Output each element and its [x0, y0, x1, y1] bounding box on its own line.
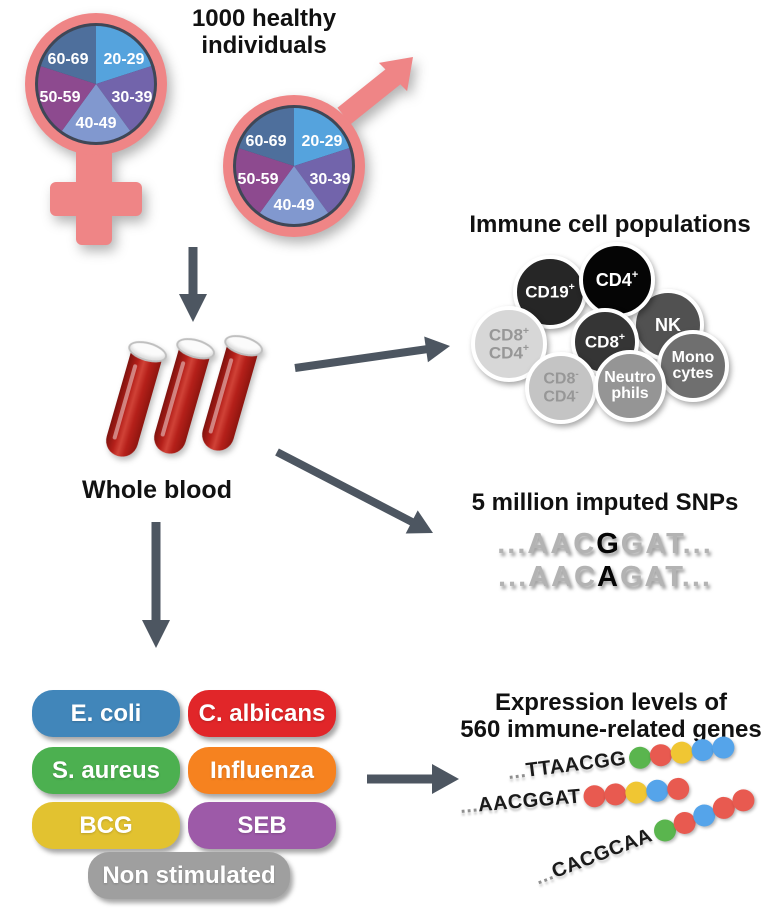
expression-dot-green	[627, 745, 653, 770]
pie-slice-60-69	[238, 108, 294, 166]
arrow-blood-to-snps-icon	[275, 448, 433, 534]
male-symbol-icon: 20-29 30-39 40-49 50-59 60-69	[223, 57, 413, 237]
pie-label-30-39: 30-39	[310, 171, 351, 188]
genes-title: Expression levels of 560 immune-related …	[455, 689, 767, 744]
stimulus-c-albicans: C. albicans	[188, 690, 336, 737]
expression-dot-red	[603, 781, 628, 806]
pie-slice-40-49	[259, 166, 329, 224]
pie-slice-40-49	[61, 84, 131, 142]
expression-dot-red	[666, 776, 691, 801]
male-age-pie: 20-29 30-39 40-49 50-59 60-69	[236, 108, 352, 224]
stimulus-e-coli: E. coli	[32, 690, 180, 737]
female-age-pie: 20-29 30-39 40-49 50-59 60-69	[38, 26, 154, 142]
stimulus-s-aureus: S. aureus	[32, 747, 180, 794]
pie-slice-20-29	[96, 26, 152, 84]
cell-neutrophils: Neutro phils	[594, 350, 666, 422]
snp-sequence-line: ...AACAGAT...	[498, 561, 712, 593]
snps-title: 5 million imputed SNPs	[471, 489, 739, 516]
genes-title-line2: 560 immune-related genes	[460, 715, 762, 743]
cell-cd8-neg-cd4-neg: CD8- CD4-	[525, 352, 597, 424]
immune-cells-title: Immune cell populations	[469, 211, 751, 238]
expression-dot-blue	[645, 778, 670, 803]
pie-label-50-59: 50-59	[238, 171, 279, 188]
pie-slice-30-39	[96, 66, 154, 131]
expression-dot-red	[648, 742, 674, 767]
pie-label-60-69: 60-69	[48, 51, 89, 68]
pie-label-50-59: 50-59	[40, 89, 81, 106]
female-symbol-icon: 20-29 30-39 40-49 50-59 60-69	[25, 13, 167, 245]
pie-slice-20-29	[294, 108, 350, 166]
expression-dots	[582, 776, 691, 808]
expression-dot-yellow	[669, 739, 695, 765]
pie-label-60-69: 60-69	[246, 133, 287, 150]
cell-cd4-pos: CD4+	[579, 242, 655, 318]
expression-dot-blue	[690, 737, 715, 762]
male-arrow-head	[378, 57, 413, 92]
pie-label-30-39: 30-39	[112, 89, 153, 106]
snp-sequence-line: ...AACGGAT...	[497, 528, 713, 560]
headline-cohort: 1000 healthy individuals	[191, 5, 337, 59]
male-arrow-shaft	[337, 67, 401, 125]
pie-label-20-29: 20-29	[104, 51, 145, 68]
expression-dot-red	[582, 783, 607, 808]
whole-blood-label: Whole blood	[82, 476, 232, 504]
pie-slice-30-39	[294, 148, 352, 213]
arrow-cohort-to-blood-icon	[179, 247, 207, 322]
expression-dot-blue	[711, 734, 736, 760]
gene-expression-row: ...AACGGAT	[459, 776, 691, 819]
arrow-stimuli-to-genes-icon	[367, 764, 459, 794]
cell-monocytes: Mono cytes	[657, 330, 729, 402]
snp-sequences: ...AACGGAT... ...AACAGAT...	[445, 528, 765, 594]
pie-slice-60-69	[40, 26, 96, 84]
pie-label-20-29: 20-29	[302, 133, 343, 150]
female-cross-horizontal	[50, 182, 142, 216]
genes-title-line1: Expression levels of	[494, 689, 728, 716]
pie-slice-50-59	[236, 148, 294, 213]
stimulus-influenza: Influenza	[188, 747, 336, 794]
pie-slice-50-59	[38, 66, 96, 131]
expression-dot-yellow	[624, 780, 649, 804]
pie-label-40-49: 40-49	[76, 115, 117, 132]
arrow-blood-to-cells-icon	[294, 336, 450, 372]
pie-label-40-49: 40-49	[274, 197, 315, 214]
stimulus-seb: SEB	[188, 802, 336, 849]
arrow-blood-to-stimuli-icon	[142, 522, 170, 648]
stimulus-non-stimulated: Non stimulated	[88, 852, 290, 899]
stimulus-bcg: BCG	[32, 802, 180, 849]
